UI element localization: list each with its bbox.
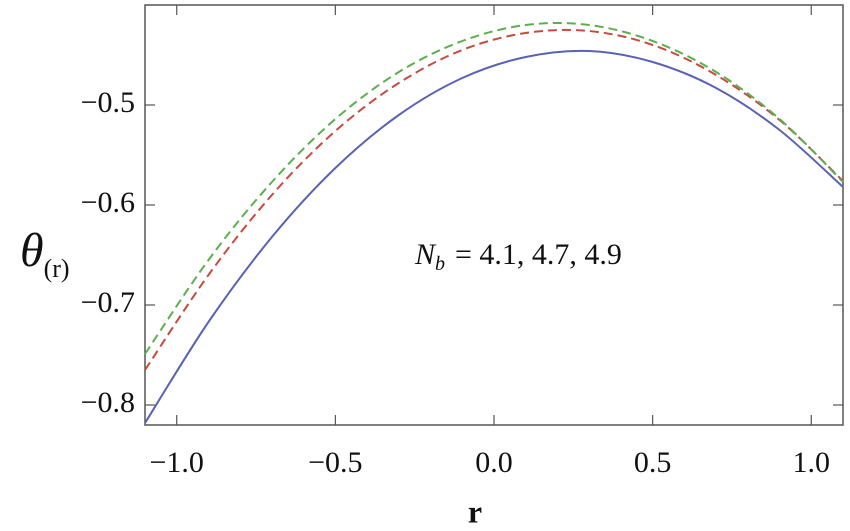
y-tick-label: −0.6	[81, 186, 135, 219]
annotation-text: = 4.1, 4.7, 4.9	[455, 238, 622, 271]
x-tick-label: 1.0	[793, 446, 831, 479]
series-line	[144, 28, 844, 371]
y-tick-label: −0.7	[81, 286, 135, 319]
x-tick-label: −1.0	[150, 446, 204, 479]
x-tick-label: 0.0	[475, 446, 513, 479]
series-line	[144, 22, 844, 355]
y-label-symbol: θ	[20, 224, 44, 277]
annotation-symbol: N	[414, 238, 437, 271]
series-line	[144, 49, 844, 424]
y-tick-label: −0.8	[81, 386, 135, 419]
annotation: Nb = 4.1, 4.7, 4.9	[414, 238, 622, 275]
x-axis-label: r	[468, 493, 482, 529]
y-tick-label: −0.5	[81, 86, 135, 119]
y-label-subscript: (r)	[44, 254, 70, 283]
annotation-subscript: b	[435, 253, 445, 275]
plot-frame	[144, 4, 844, 426]
x-tick-label: −0.5	[308, 446, 362, 479]
y-axis-label: θ(r)	[20, 224, 70, 283]
x-tick-label: 0.5	[634, 446, 672, 479]
